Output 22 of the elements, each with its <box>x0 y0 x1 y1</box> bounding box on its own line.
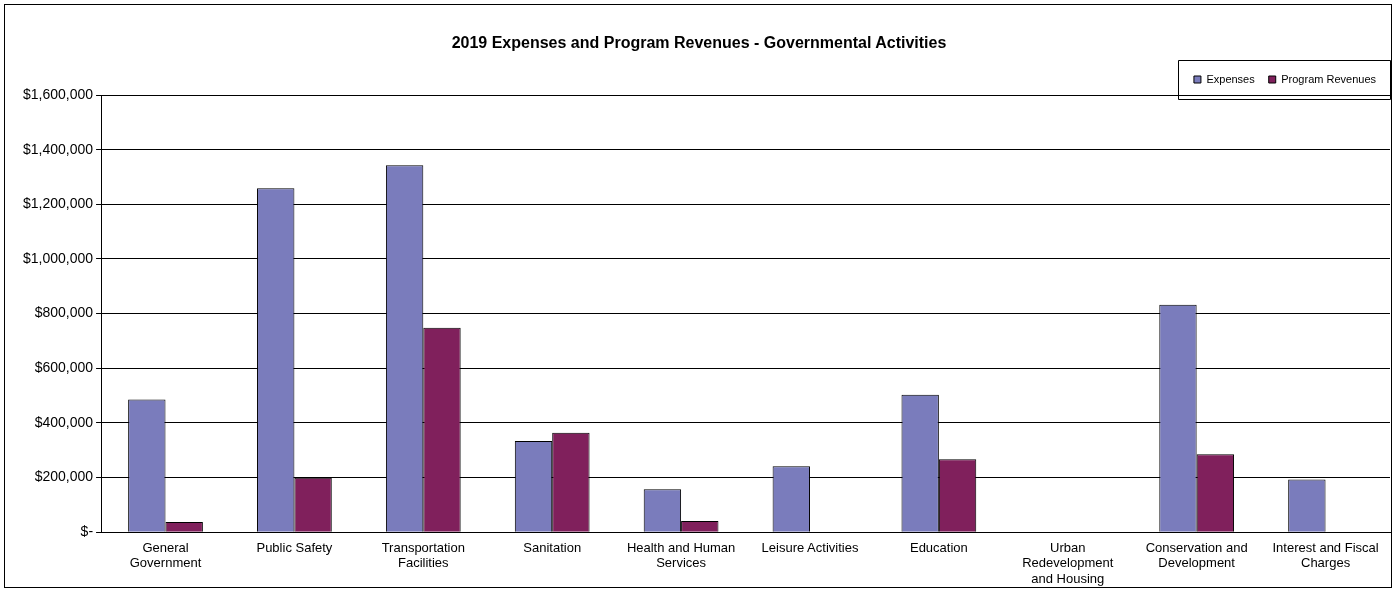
x-tick-label: Education <box>909 539 968 555</box>
legend-label: Expenses <box>1206 72 1256 85</box>
x-tick-label: Health and Human Services <box>626 539 736 571</box>
y-tick-label: $200,000 <box>34 468 94 485</box>
x-tick-label: Leisure Activities <box>761 539 859 555</box>
y-tick-label: $600,000 <box>34 359 94 376</box>
y-tick-label: $1,400,000 <box>22 140 94 157</box>
y-tick-label: $1,600,000 <box>22 85 94 102</box>
y-tick-label: $800,000 <box>34 304 94 321</box>
y-tick-label: $- <box>80 523 94 540</box>
x-tick-label: Sanitation <box>523 539 582 555</box>
x-tick-label: Transportation Facilities <box>381 539 465 571</box>
chart-title: 2019 Expenses and Program Revenues - Governmental Activities <box>450 34 948 52</box>
legend-label: Program Revenues <box>1281 72 1377 85</box>
x-tick-label: Conservation and Development <box>1145 539 1248 571</box>
x-tick-label: General Government <box>129 539 202 571</box>
x-tick-label: Public Safety <box>256 539 333 555</box>
x-tick-label: Interest and Fiscal Charges <box>1272 539 1379 571</box>
y-tick-label: $400,000 <box>34 413 94 430</box>
y-tick-label: $1,000,000 <box>22 249 94 266</box>
x-tick-label: Urban Redevelopment and Housing <box>1022 539 1114 586</box>
y-tick-label: $1,200,000 <box>22 195 94 212</box>
